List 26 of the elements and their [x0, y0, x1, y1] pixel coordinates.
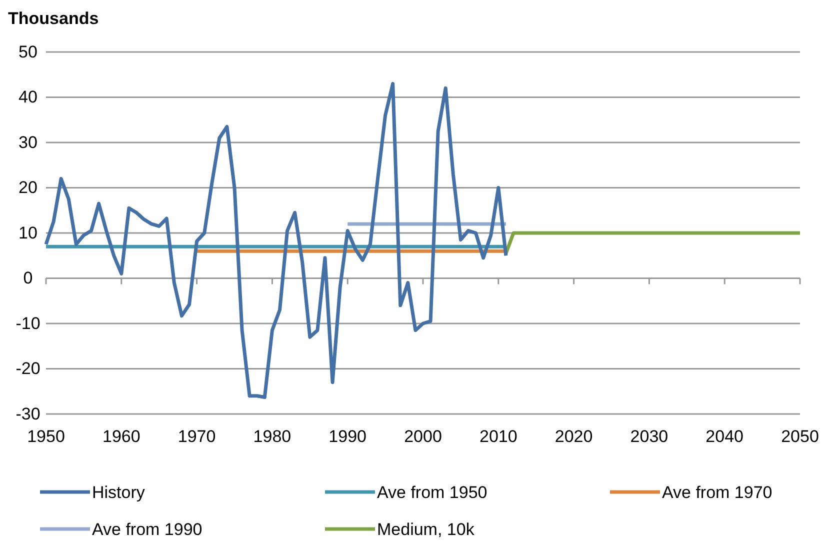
x-tick-label: 2000: [404, 427, 442, 446]
y-axis-title: Thousands: [8, 9, 99, 28]
y-tick-label: 40: [18, 88, 38, 107]
x-tick-label: 2040: [706, 427, 744, 446]
y-tick-label: -20: [16, 359, 40, 378]
legend-label: Ave from 1950: [377, 483, 488, 502]
x-tick-label: 1950: [27, 427, 65, 446]
legend-label: History: [92, 483, 146, 502]
y-tick-label: 30: [18, 132, 38, 152]
legend-label: Ave from 1990: [92, 520, 202, 539]
y-tick-label: -10: [16, 314, 40, 333]
y-tick-label: 50: [18, 42, 38, 62]
y-tick-label: 20: [18, 178, 38, 198]
x-tick-label: 2020: [554, 427, 593, 446]
y-tick-label: 0: [23, 268, 33, 288]
x-tick-label: 1970: [178, 427, 216, 446]
x-tick-label: 2010: [479, 427, 518, 446]
x-tick-label: 1980: [253, 427, 292, 446]
x-tick-label: 1960: [102, 427, 140, 446]
y-tick-label: 10: [18, 223, 38, 242]
legend-label: Medium, 10k: [377, 520, 475, 539]
x-tick-label: 2030: [630, 427, 668, 446]
legend-label: Ave from 1970: [662, 483, 772, 502]
x-tick-label: 2050: [781, 427, 819, 446]
x-tick-label: 1990: [328, 427, 367, 446]
y-tick-label: -30: [16, 404, 40, 424]
